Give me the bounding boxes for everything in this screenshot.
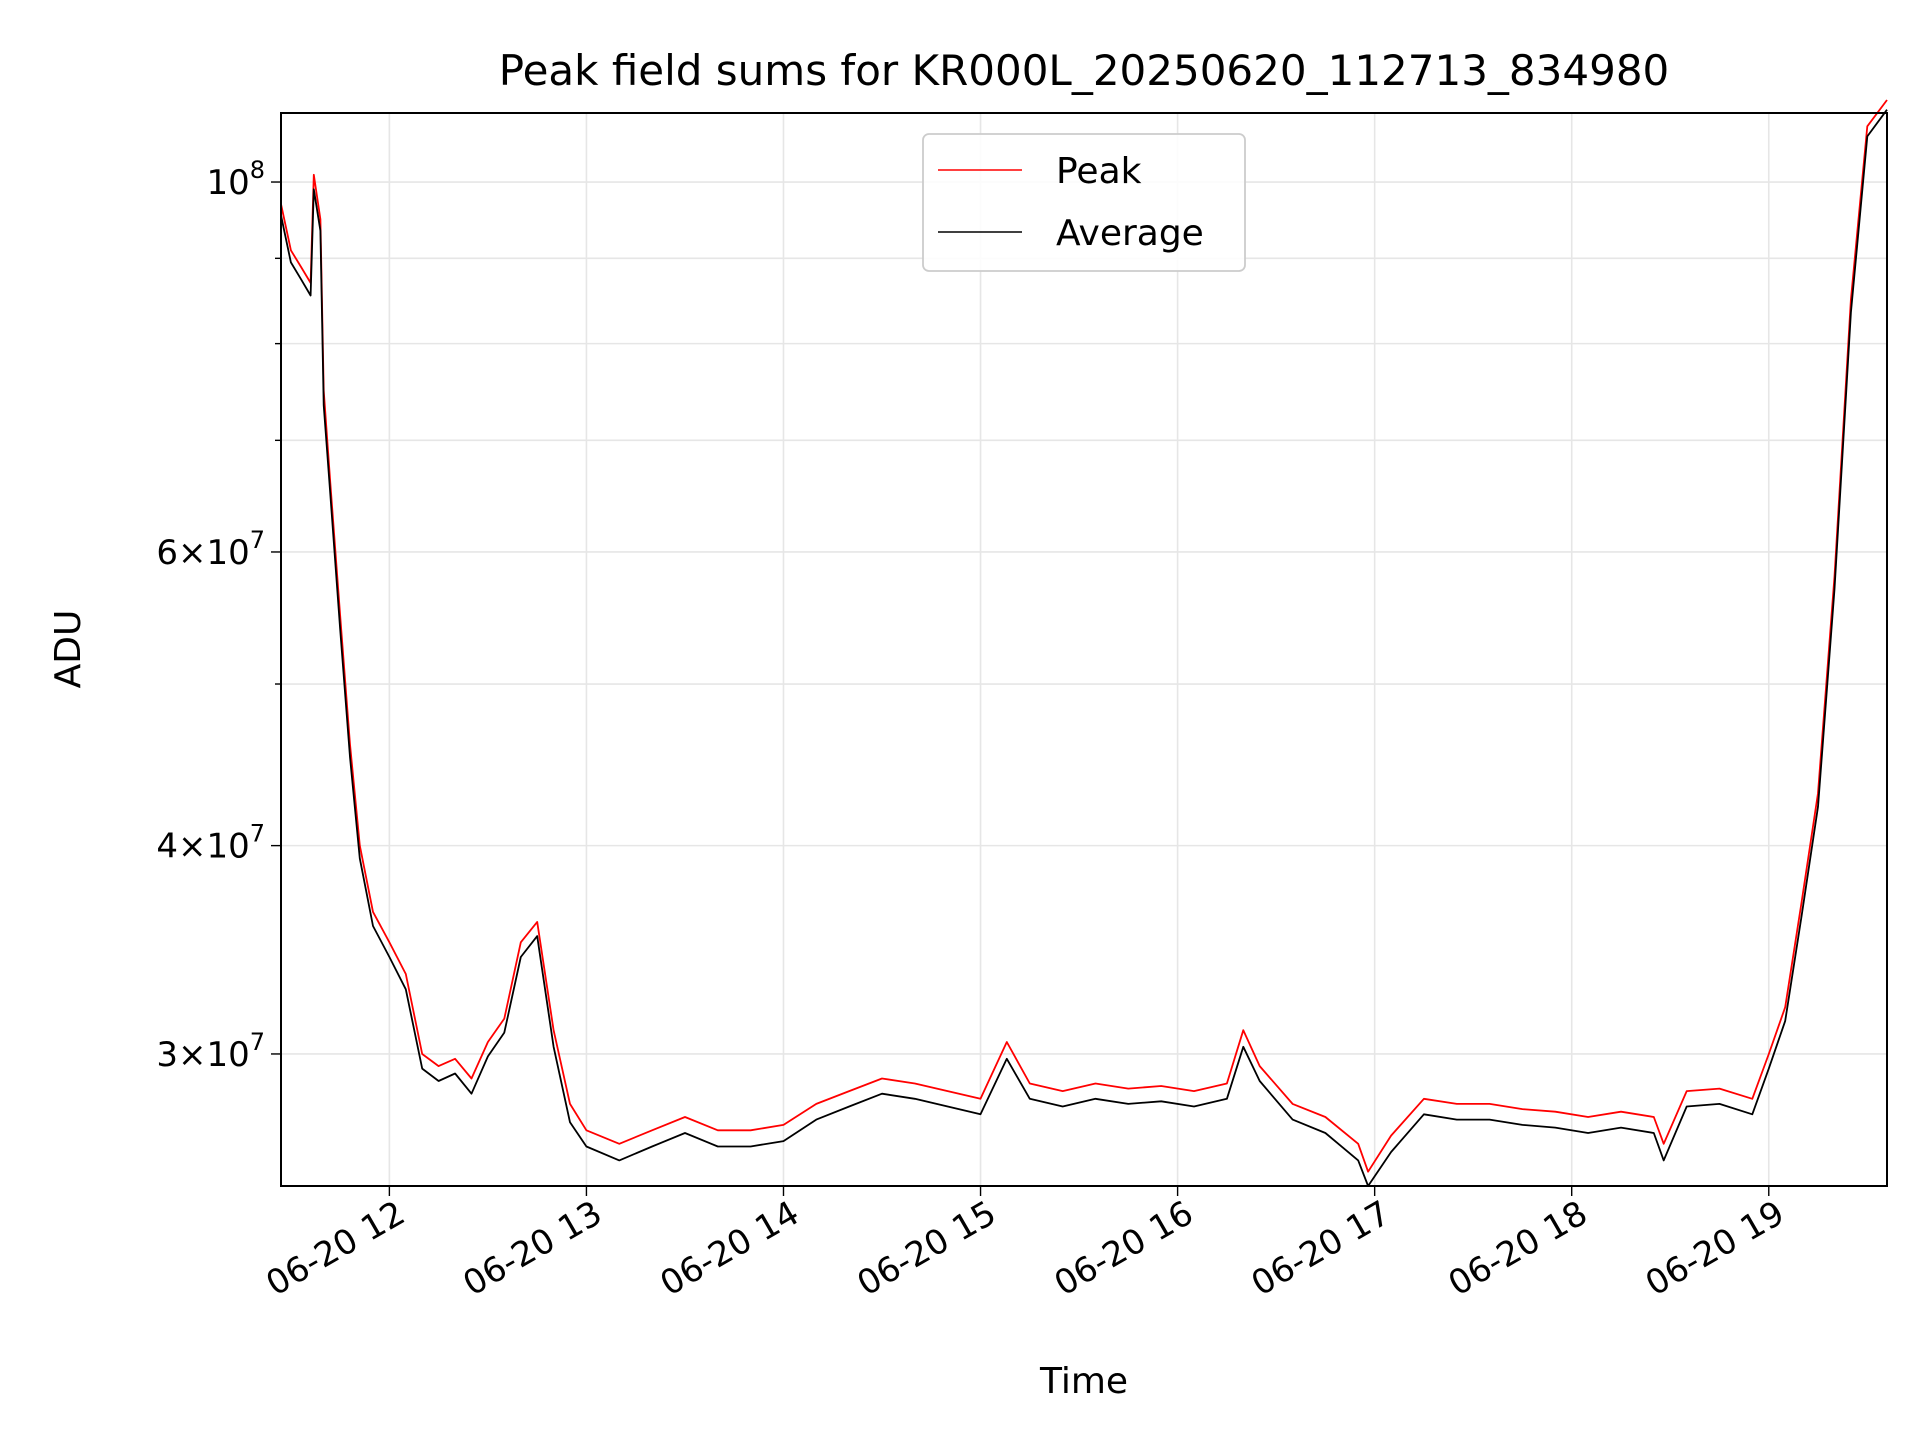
x-tick-label: 06-20 15 (851, 1193, 1003, 1304)
y-tick-label: 6×107 (156, 526, 265, 573)
x-tick-label: 06-20 14 (654, 1193, 806, 1304)
grid (281, 113, 1887, 1186)
plot-frame (280, 112, 1888, 1187)
ticks: 06-20 12 06-20 13 06-20 14 06-20 15 06-20 16… (156, 156, 1791, 1304)
x-tick-label: 06-20 12 (259, 1193, 411, 1304)
y-tick-label: 108 (206, 156, 265, 203)
legend-label-average: Average (1056, 213, 1204, 254)
chart-title: Peak field sums for KR000L_20250620_1127… (499, 46, 1670, 95)
legend-label-peak: Peak (1056, 151, 1142, 192)
x-tick-label: 06-20 13 (457, 1193, 609, 1304)
series-group (280, 99, 1888, 1187)
x-tick-label: 06-20 17 (1245, 1193, 1397, 1304)
x-tick-label: 06-20 18 (1442, 1193, 1594, 1304)
x-tick-label: 06-20 19 (1639, 1193, 1791, 1304)
x-tick-label: 06-20 16 (1048, 1193, 1200, 1304)
series-line-peak (280, 99, 1888, 1173)
legend-box (922, 133, 1246, 272)
legend: Peak Average (922, 133, 1246, 272)
y-tick-label: 3×107 (156, 1028, 265, 1075)
series-line-average (280, 109, 1888, 1187)
y-tick-label: 4×107 (156, 820, 265, 867)
x-axis-label: Time (1039, 1361, 1128, 1402)
y-axis-label: ADU (48, 610, 89, 689)
